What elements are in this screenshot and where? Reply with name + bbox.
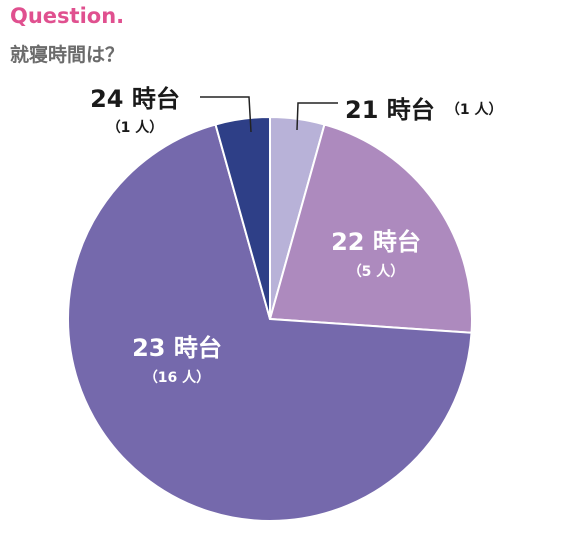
slice-count-24: （1 人） [107, 119, 164, 136]
pie-slice-22時台 [268, 123, 473, 334]
pie-slice-23時台 [67, 123, 473, 522]
leader-line-21 [296, 102, 338, 131]
slice-label-23: 23 時台 [132, 334, 222, 362]
leader-line-24 [200, 96, 252, 133]
slice-label-24: 24 時台 [90, 85, 180, 113]
slice-count-22: （5 人） [348, 263, 405, 280]
question-text: 就寝時間は？ [10, 44, 125, 66]
slice-label-21: 21 時台 （1 人） [345, 96, 502, 124]
question-label: Question. [10, 4, 125, 28]
slice-label-22: 22 時台 [331, 228, 421, 256]
pie-slice-24時台 [214, 115, 271, 320]
slice-count-23: （16 人） [144, 369, 210, 386]
